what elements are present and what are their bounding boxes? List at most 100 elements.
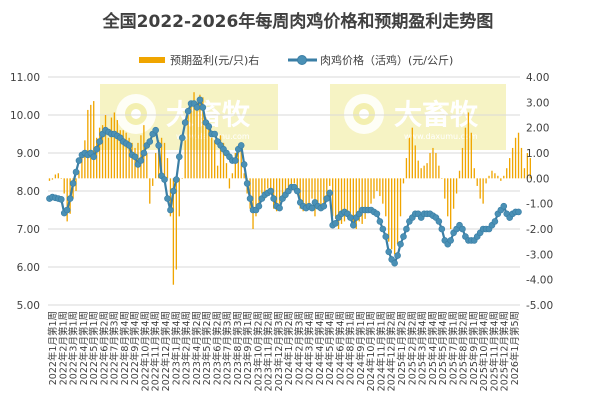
- x-tick-label: 2022年7月第3周: [109, 311, 121, 385]
- profit-bar: [423, 165, 425, 179]
- price-point: [173, 176, 180, 183]
- x-tick-label: 2022年6月第2周: [98, 311, 110, 385]
- left-tick-label: 11.00: [10, 72, 40, 84]
- x-tick-label: 2023年8月第3周: [232, 311, 244, 385]
- profit-bar: [346, 178, 349, 217]
- x-tick-label: 2023年6月第2周: [211, 311, 223, 385]
- x-tick-label: 2022年8月第4周: [119, 311, 131, 385]
- profit-bar: [447, 178, 449, 217]
- profit-bar: [243, 173, 245, 179]
- profit-bar: [464, 127, 467, 179]
- profit-bar: [231, 173, 234, 179]
- price-point: [397, 240, 404, 248]
- profit-bar: [193, 92, 195, 179]
- x-tick-label: 2024年9月第1周: [355, 311, 367, 385]
- profit-bar: [482, 178, 484, 204]
- price-point: [373, 210, 381, 218]
- profit-bar: [202, 97, 204, 179]
- x-tick-label: 2024年6月第4周: [334, 311, 346, 385]
- profit-bar: [267, 178, 269, 189]
- profit-bar: [385, 178, 387, 217]
- profit-bar: [334, 178, 337, 219]
- x-tick-label: 2024年2月第3周: [293, 311, 305, 385]
- price-point: [199, 104, 207, 111]
- profit-bar: [509, 158, 511, 179]
- profit-bar: [399, 178, 402, 217]
- x-tick-label: 2025年9月第1周: [468, 311, 480, 385]
- profit-bar: [214, 140, 216, 179]
- x-tick-label: 2023年1月第4周: [170, 311, 182, 385]
- profit-bar: [467, 112, 470, 179]
- price-point: [125, 142, 133, 149]
- right-tick-label: -4.00: [526, 275, 553, 287]
- price-point: [308, 204, 316, 212]
- x-tick-label: 2026年1月第5周: [509, 311, 521, 385]
- price-point: [131, 153, 139, 161]
- price-point: [66, 195, 74, 202]
- profit-bar: [414, 145, 416, 179]
- left-tick-label: 9.00: [17, 148, 40, 160]
- profit-bar: [93, 101, 95, 179]
- x-tick-label: 2023年4月第2周: [191, 311, 203, 385]
- x-tick-label: 2022年10月第4周: [140, 311, 152, 391]
- profit-bar: [426, 163, 428, 179]
- profit-bar: [104, 115, 107, 179]
- profit-bar: [122, 130, 124, 179]
- left-tick-label: 7.00: [17, 224, 40, 236]
- profit-bar: [284, 178, 287, 199]
- price-point: [459, 225, 466, 233]
- profit-bar: [358, 178, 360, 222]
- profit-bar: [278, 178, 281, 204]
- right-tick-label: 3.00: [526, 97, 549, 109]
- profit-bar: [160, 137, 163, 179]
- profit-bar: [184, 140, 186, 179]
- legend-line-marker: [297, 55, 307, 65]
- profit-bar: [317, 178, 319, 209]
- watermark-site-right: www.daxumu.com: [404, 132, 478, 141]
- profit-bar: [450, 178, 452, 229]
- profit-bar: [228, 178, 231, 189]
- right-tick-label: 1.00: [526, 148, 549, 160]
- profit-bar: [470, 132, 472, 179]
- x-tick-label: 2025年1月第2周: [396, 311, 408, 385]
- price-point: [447, 237, 454, 244]
- profit-bar: [54, 174, 57, 179]
- profit-bar: [299, 178, 301, 209]
- profit-bar: [458, 170, 461, 179]
- profit-bar: [355, 178, 357, 229]
- profit-bar: [494, 173, 496, 179]
- profit-bar: [343, 178, 346, 222]
- profit-bar: [438, 165, 440, 179]
- profit-bar: [146, 153, 148, 179]
- x-tick-label: 2025年12月第4周: [499, 311, 511, 391]
- price-point: [205, 123, 213, 130]
- x-tick-label: 2025年5月第4周: [437, 311, 449, 385]
- profit-bar: [503, 175, 505, 179]
- profit-bar: [349, 178, 352, 214]
- x-tick-label: 2025年10月第4周: [478, 311, 490, 391]
- profit-bar: [172, 178, 175, 285]
- x-tick-label: 2023年9月第1周: [242, 311, 254, 385]
- price-point: [161, 176, 168, 183]
- profit-bar: [323, 178, 325, 204]
- profit-bar: [155, 153, 157, 179]
- profit-bar: [488, 175, 490, 179]
- x-tick-label: 2023年11月第2周: [263, 311, 275, 391]
- profit-bar: [485, 178, 487, 184]
- profit-bar: [125, 132, 127, 179]
- profit-bar: [511, 147, 514, 179]
- profit-bar: [308, 178, 310, 204]
- price-point: [93, 145, 100, 153]
- price-point: [270, 195, 277, 202]
- price-point: [293, 187, 301, 195]
- x-tick-label: 2023年2月第4周: [181, 311, 193, 385]
- profit-bar: [205, 117, 207, 179]
- profit-bar: [520, 147, 523, 179]
- profit-bar: [479, 178, 481, 199]
- left-y-axis: 5.00 6.00 7.00 8.00 9.00 10.00 11.00: [10, 72, 40, 312]
- profit-bar: [391, 178, 393, 250]
- price-point: [69, 180, 77, 187]
- profit-bar: [326, 178, 328, 197]
